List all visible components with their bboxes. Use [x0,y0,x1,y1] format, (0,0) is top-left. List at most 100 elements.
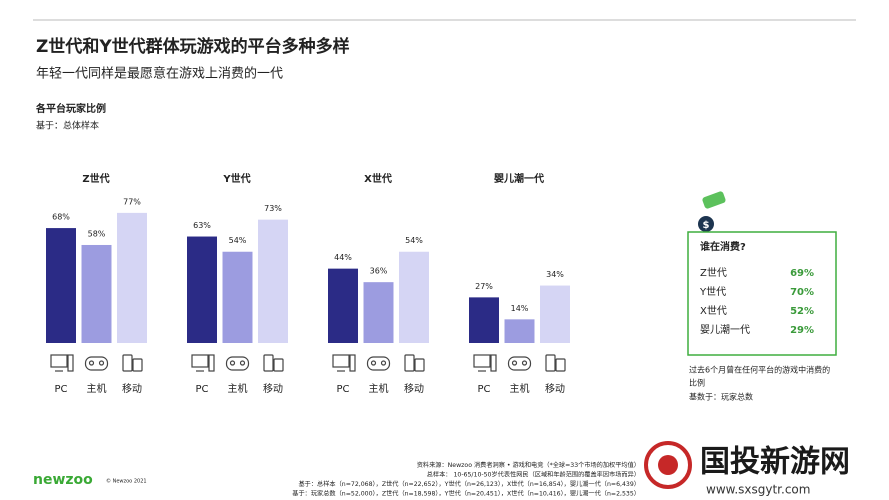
icon-part [366,356,391,371]
bar [46,228,76,343]
x-tick-label: 主机 [369,382,389,395]
bar [363,282,394,343]
coin-icon: $ [698,191,726,232]
footer-line: 基于：总样本（n=72,068），Z世代（n=22,652），Y世代（n=26,… [298,480,640,488]
icon-part [88,360,95,366]
group-title: X世代 [364,172,392,185]
x-tick-label: PC [54,384,67,395]
bar [117,212,147,343]
icon-part [332,354,350,368]
value-label: 73% [264,204,282,213]
platform-icon [122,354,143,372]
platform-icon [507,356,532,371]
value-label: 54% [229,236,247,245]
value-label: 58% [88,229,106,238]
panel-row-value: 70% [790,287,814,298]
footer-line: 基于：玩家总数（n=52,000），Z世代（n=18,598），Y世代（n=20… [292,490,640,498]
chart-base: 基于：总体样本 [36,120,99,132]
value-label: 68% [52,213,70,222]
icon-part [239,360,246,366]
icon-part [98,360,105,366]
title: Z世代和Y世代群体玩游戏的平台多种多样 [36,36,350,57]
x-tick-label: 移动 [263,382,283,395]
panel-row-label: Y世代 [699,286,726,298]
panel-row-value: 69% [790,268,814,279]
platform-icon [366,356,391,371]
icon-part [191,354,209,368]
platform-icon [404,354,425,372]
x-tick-label: PC [477,384,490,395]
icon-part [50,354,68,368]
icon-part [229,360,236,366]
platform-icon [545,354,566,372]
icon-part [84,356,109,371]
x-tick-label: 主机 [510,382,530,395]
panel-box [687,231,837,356]
x-tick-label: 移动 [122,382,142,395]
icon-part [511,360,518,366]
panel-title: 谁在消费? [700,240,746,253]
panel-row-value: 29% [790,325,814,336]
subtitle: 年轻一代同样是最愿意在游戏上消费的一代 [36,66,283,82]
icon-part [225,356,250,371]
icon-part [122,354,133,372]
value-label: 14% [511,304,529,313]
platform-icon [191,354,215,372]
value-label: 36% [370,267,388,276]
x-tick-label: PC [336,384,349,395]
platform-icon [263,354,284,372]
copyright: © Newzoo 2021 [106,478,147,485]
platform-icon [225,356,250,371]
bar [258,219,288,343]
icon-part [273,358,284,372]
x-tick-label: 主机 [87,382,107,395]
icon-part [473,354,491,368]
bar [469,297,499,343]
value-label: 44% [334,253,352,262]
bar [81,244,112,343]
watermark: 国投新游网 www.sxsgytr.com [644,441,850,497]
x-tick-label: 主机 [228,382,248,395]
icon-part [555,358,566,372]
svg-text:$: $ [703,220,710,231]
icon-part [370,360,377,366]
platform-icon [332,354,356,372]
value-label: 63% [193,221,211,230]
icon-part [349,354,356,372]
icon-part [263,354,274,372]
icon-part [545,354,556,372]
group-title: Y世代 [222,172,250,185]
x-tick-label: PC [195,384,208,395]
platform-icon [473,354,497,372]
value-label: 77% [123,197,141,206]
panel-row-label: X世代 [700,305,727,317]
watermark-name: 国投新游网 [700,445,850,480]
icon-part [132,358,143,372]
panel-row-value: 52% [790,306,814,317]
panel-note: 过去6个月曾在任何平台的游戏中消费的 [689,365,830,375]
group-title: 婴儿潮一代 [494,172,544,185]
watermark-url: www.sxsgytr.com [706,483,810,497]
x-tick-label: 移动 [404,382,424,395]
footer-line: 资料来源：Newzoo 消费者洞察 • 游戏和电竞（*全球=33个市场的加权平均… [417,461,640,469]
icon-part [67,354,74,372]
icon-part [208,354,215,372]
bar [540,285,570,343]
panel-note: 比例 [689,378,705,388]
bar [399,251,429,343]
icon-part [404,354,415,372]
panel-base: 基数于：玩家总数 [689,392,753,402]
logo: newzoo [33,472,93,488]
value-label: 34% [546,270,564,279]
footer-line: 总样本： 10-65/10-50岁代表性网民（区域和年龄范围的覆盖率因市场而异） [427,471,640,479]
icon-part [414,358,425,372]
value-label: 27% [475,282,493,291]
icon-part [507,356,532,371]
bar [504,319,535,343]
icon-part [490,354,497,372]
panel-row-label: Z世代 [700,267,727,279]
platform-icon [84,356,109,371]
bar [187,236,217,343]
icon-part [380,360,387,366]
